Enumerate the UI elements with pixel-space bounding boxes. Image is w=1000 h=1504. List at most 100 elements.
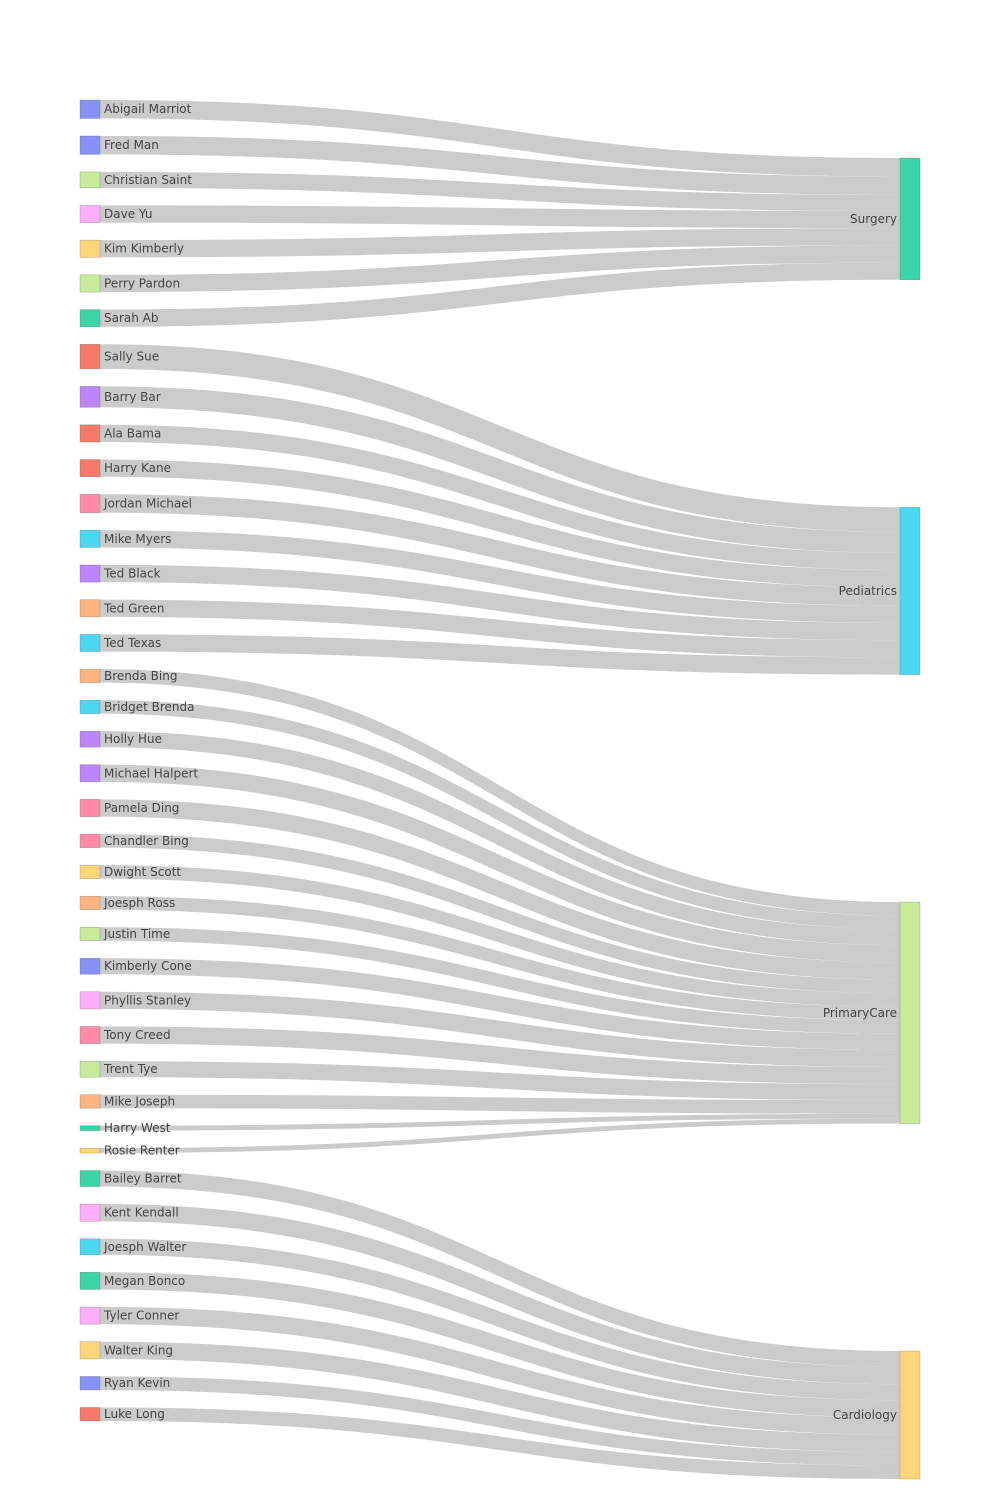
target-node	[899, 507, 921, 675]
source-node	[79, 833, 101, 848]
sankey-link	[100, 865, 900, 1007]
source-node-label: Tyler Conner	[103, 1309, 179, 1323]
sankey-link	[100, 1407, 900, 1479]
sankey-link	[100, 764, 900, 963]
sankey-link	[100, 228, 900, 258]
source-node	[79, 599, 101, 618]
sankey-link	[100, 171, 900, 211]
source-node-label: Bailey Barret	[104, 1172, 182, 1186]
source-node	[79, 864, 101, 879]
source-node	[79, 764, 101, 783]
source-node	[79, 1376, 101, 1391]
source-node-label: Holly Hue	[104, 732, 162, 746]
source-node	[79, 699, 101, 714]
sankey-link	[100, 386, 900, 553]
source-node-label: Christian Saint	[104, 173, 192, 187]
labels-layer: Abigail Marriot Fred Man Christian Saint Da…	[103, 102, 897, 1422]
source-node	[79, 494, 101, 513]
source-node-label: Dave Yu	[104, 207, 152, 221]
target-node	[899, 1350, 921, 1480]
target-node	[899, 157, 921, 281]
source-node-label: Ted Black	[103, 567, 161, 581]
source-node-label: Joesph Ross	[103, 896, 175, 910]
source-node-label: Joesph Walter	[103, 1240, 186, 1254]
source-node-label: Perry Pardon	[104, 276, 180, 290]
sankey-link	[100, 205, 900, 229]
source-node	[79, 957, 101, 975]
sankey-link	[100, 1170, 900, 1368]
source-node-label: Sarah Ab	[104, 311, 159, 325]
sankey-link	[100, 1113, 900, 1131]
source-node-label: Megan Bonco	[104, 1274, 185, 1288]
source-node-label: Tony Creed	[103, 1028, 171, 1042]
source-node	[79, 274, 101, 293]
sankey-link	[100, 245, 900, 293]
sankey-link	[100, 927, 900, 1034]
source-node-label: Ted Green	[103, 601, 164, 615]
sankey-link	[100, 262, 900, 327]
source-node-label: Kent Kendall	[104, 1206, 179, 1220]
source-node-label: Harry West	[104, 1121, 171, 1135]
source-node	[79, 895, 101, 910]
sankey-link	[100, 834, 900, 994]
source-node	[79, 239, 101, 258]
target-node-label: PrimaryCare	[823, 1006, 897, 1020]
source-node	[79, 564, 101, 583]
sankey-link	[100, 1341, 900, 1452]
source-node-label: Barry Bar	[104, 390, 161, 404]
sankey-link	[100, 530, 900, 623]
sankey-link	[100, 599, 900, 658]
source-node	[79, 135, 101, 155]
source-node	[79, 634, 101, 652]
source-node-label: Luke Long	[104, 1407, 165, 1421]
source-node-label: Phyllis Stanley	[104, 993, 191, 1007]
source-node	[79, 1341, 101, 1360]
source-node	[79, 1147, 101, 1154]
sankey-link	[100, 669, 900, 916]
source-node	[79, 730, 101, 748]
source-node	[79, 205, 101, 223]
sankey-link	[100, 1238, 900, 1401]
source-node-label: Ryan Kevin	[104, 1376, 170, 1390]
source-node-label: Jordan Michael	[103, 496, 192, 510]
nodes-layer	[79, 99, 921, 1480]
sankey-link	[100, 1272, 900, 1418]
source-node-label: Michael Halpert	[104, 766, 198, 780]
sankey-link	[100, 100, 900, 177]
sankey-link	[100, 799, 900, 980]
source-node	[79, 344, 101, 370]
source-node	[79, 1026, 101, 1044]
source-node-label: Kim Kimberly	[104, 242, 184, 256]
source-node-label: Rosie Renter	[104, 1144, 180, 1158]
sankey-link	[100, 459, 900, 588]
sankey-link	[100, 700, 900, 930]
source-node	[79, 991, 101, 1010]
sankey-link	[100, 1118, 900, 1154]
sankey-link	[100, 896, 900, 1021]
source-node	[79, 529, 101, 548]
source-node	[79, 309, 101, 328]
source-node	[79, 459, 101, 478]
source-node-label: Justin Time	[103, 927, 170, 941]
sankey-link	[100, 344, 900, 532]
source-node-label: Mike Myers	[104, 532, 171, 546]
sankey-link	[100, 1026, 900, 1085]
source-node	[79, 1238, 101, 1256]
sankey-link	[100, 1061, 900, 1101]
sankey-link	[100, 1306, 900, 1435]
source-node-label: Mike Joseph	[104, 1094, 175, 1108]
source-node	[79, 99, 101, 119]
source-node	[79, 1306, 101, 1325]
source-node-label: Brenda Bing	[104, 669, 177, 683]
source-node	[79, 386, 101, 408]
sankey-link	[100, 1376, 900, 1466]
sankey-link	[100, 564, 900, 641]
target-node-label: Cardiology	[833, 1408, 897, 1422]
source-node	[79, 1407, 101, 1422]
sankey-link	[100, 424, 900, 571]
source-node-label: Ala Bama	[104, 426, 161, 440]
source-node	[79, 926, 101, 941]
sankey-link	[100, 991, 900, 1067]
